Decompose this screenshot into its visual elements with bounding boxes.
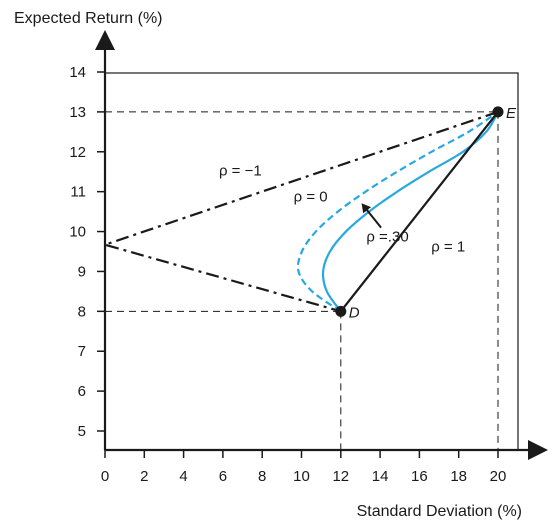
x-tick-label: 18	[450, 468, 467, 485]
y-tick-label: 14	[69, 64, 86, 81]
y-axis-arrow-icon	[95, 30, 115, 50]
x-tick-label: 14	[372, 468, 389, 485]
x-axis-title: Standard Deviation (%)	[357, 503, 522, 520]
annotation-layer: ρ = −1 ρ = 0 ρ =.30 ρ = 1	[219, 163, 465, 256]
x-tick-label: 20	[490, 468, 507, 485]
series-line-rho-30	[321, 111, 499, 312]
point-d	[335, 305, 347, 317]
x-tick-label: 0	[101, 468, 109, 485]
series-line-rho-1	[339, 111, 499, 313]
y-tick-label: 8	[78, 303, 86, 320]
x-axis-arrow-icon	[528, 440, 548, 460]
arrow-layer	[361, 203, 382, 229]
x-tick-label: 12	[332, 468, 349, 485]
y-ticks: 5 6 7 8 9 10 11 12 13 14	[69, 64, 105, 440]
arrow-icon	[361, 203, 382, 229]
annotation-rho-minus-1: ρ = −1	[219, 163, 262, 180]
annotation-rho-0: ρ = 0	[294, 189, 328, 206]
annotation-rho-1: ρ = 1	[431, 239, 465, 256]
points-layer: DE	[335, 105, 517, 321]
annotation-rho-30: ρ =.30	[366, 229, 408, 246]
guide-lines	[105, 111, 499, 450]
series-layer	[103, 110, 499, 313]
y-tick-label: 10	[69, 224, 86, 241]
point-label-e: E	[506, 105, 517, 122]
x-ticks: 0 2 4 6 8 10 12 14 16 18 20	[101, 450, 507, 485]
y-tick-label: 5	[78, 423, 86, 440]
y-tick-label: 11	[70, 184, 86, 201]
y-tick-label: 6	[78, 383, 86, 400]
x-tick-label: 8	[258, 468, 266, 485]
x-tick-label: 16	[411, 468, 428, 485]
y-tick-label: 13	[69, 104, 86, 121]
x-tick-label: 10	[293, 468, 310, 485]
y-tick-label: 7	[78, 343, 86, 360]
y-tick-label: 12	[69, 144, 86, 161]
point-e	[492, 106, 504, 118]
y-tick-label: 9	[78, 263, 86, 280]
y-axis-title: Expected Return (%)	[14, 10, 163, 27]
series-line-rho-0	[296, 110, 499, 313]
x-tick-label: 6	[219, 468, 227, 485]
x-tick-label: 2	[140, 468, 148, 485]
series-line-rho-minus-1	[103, 110, 499, 313]
x-tick-label: 4	[179, 468, 187, 485]
point-label-d: D	[349, 304, 360, 321]
